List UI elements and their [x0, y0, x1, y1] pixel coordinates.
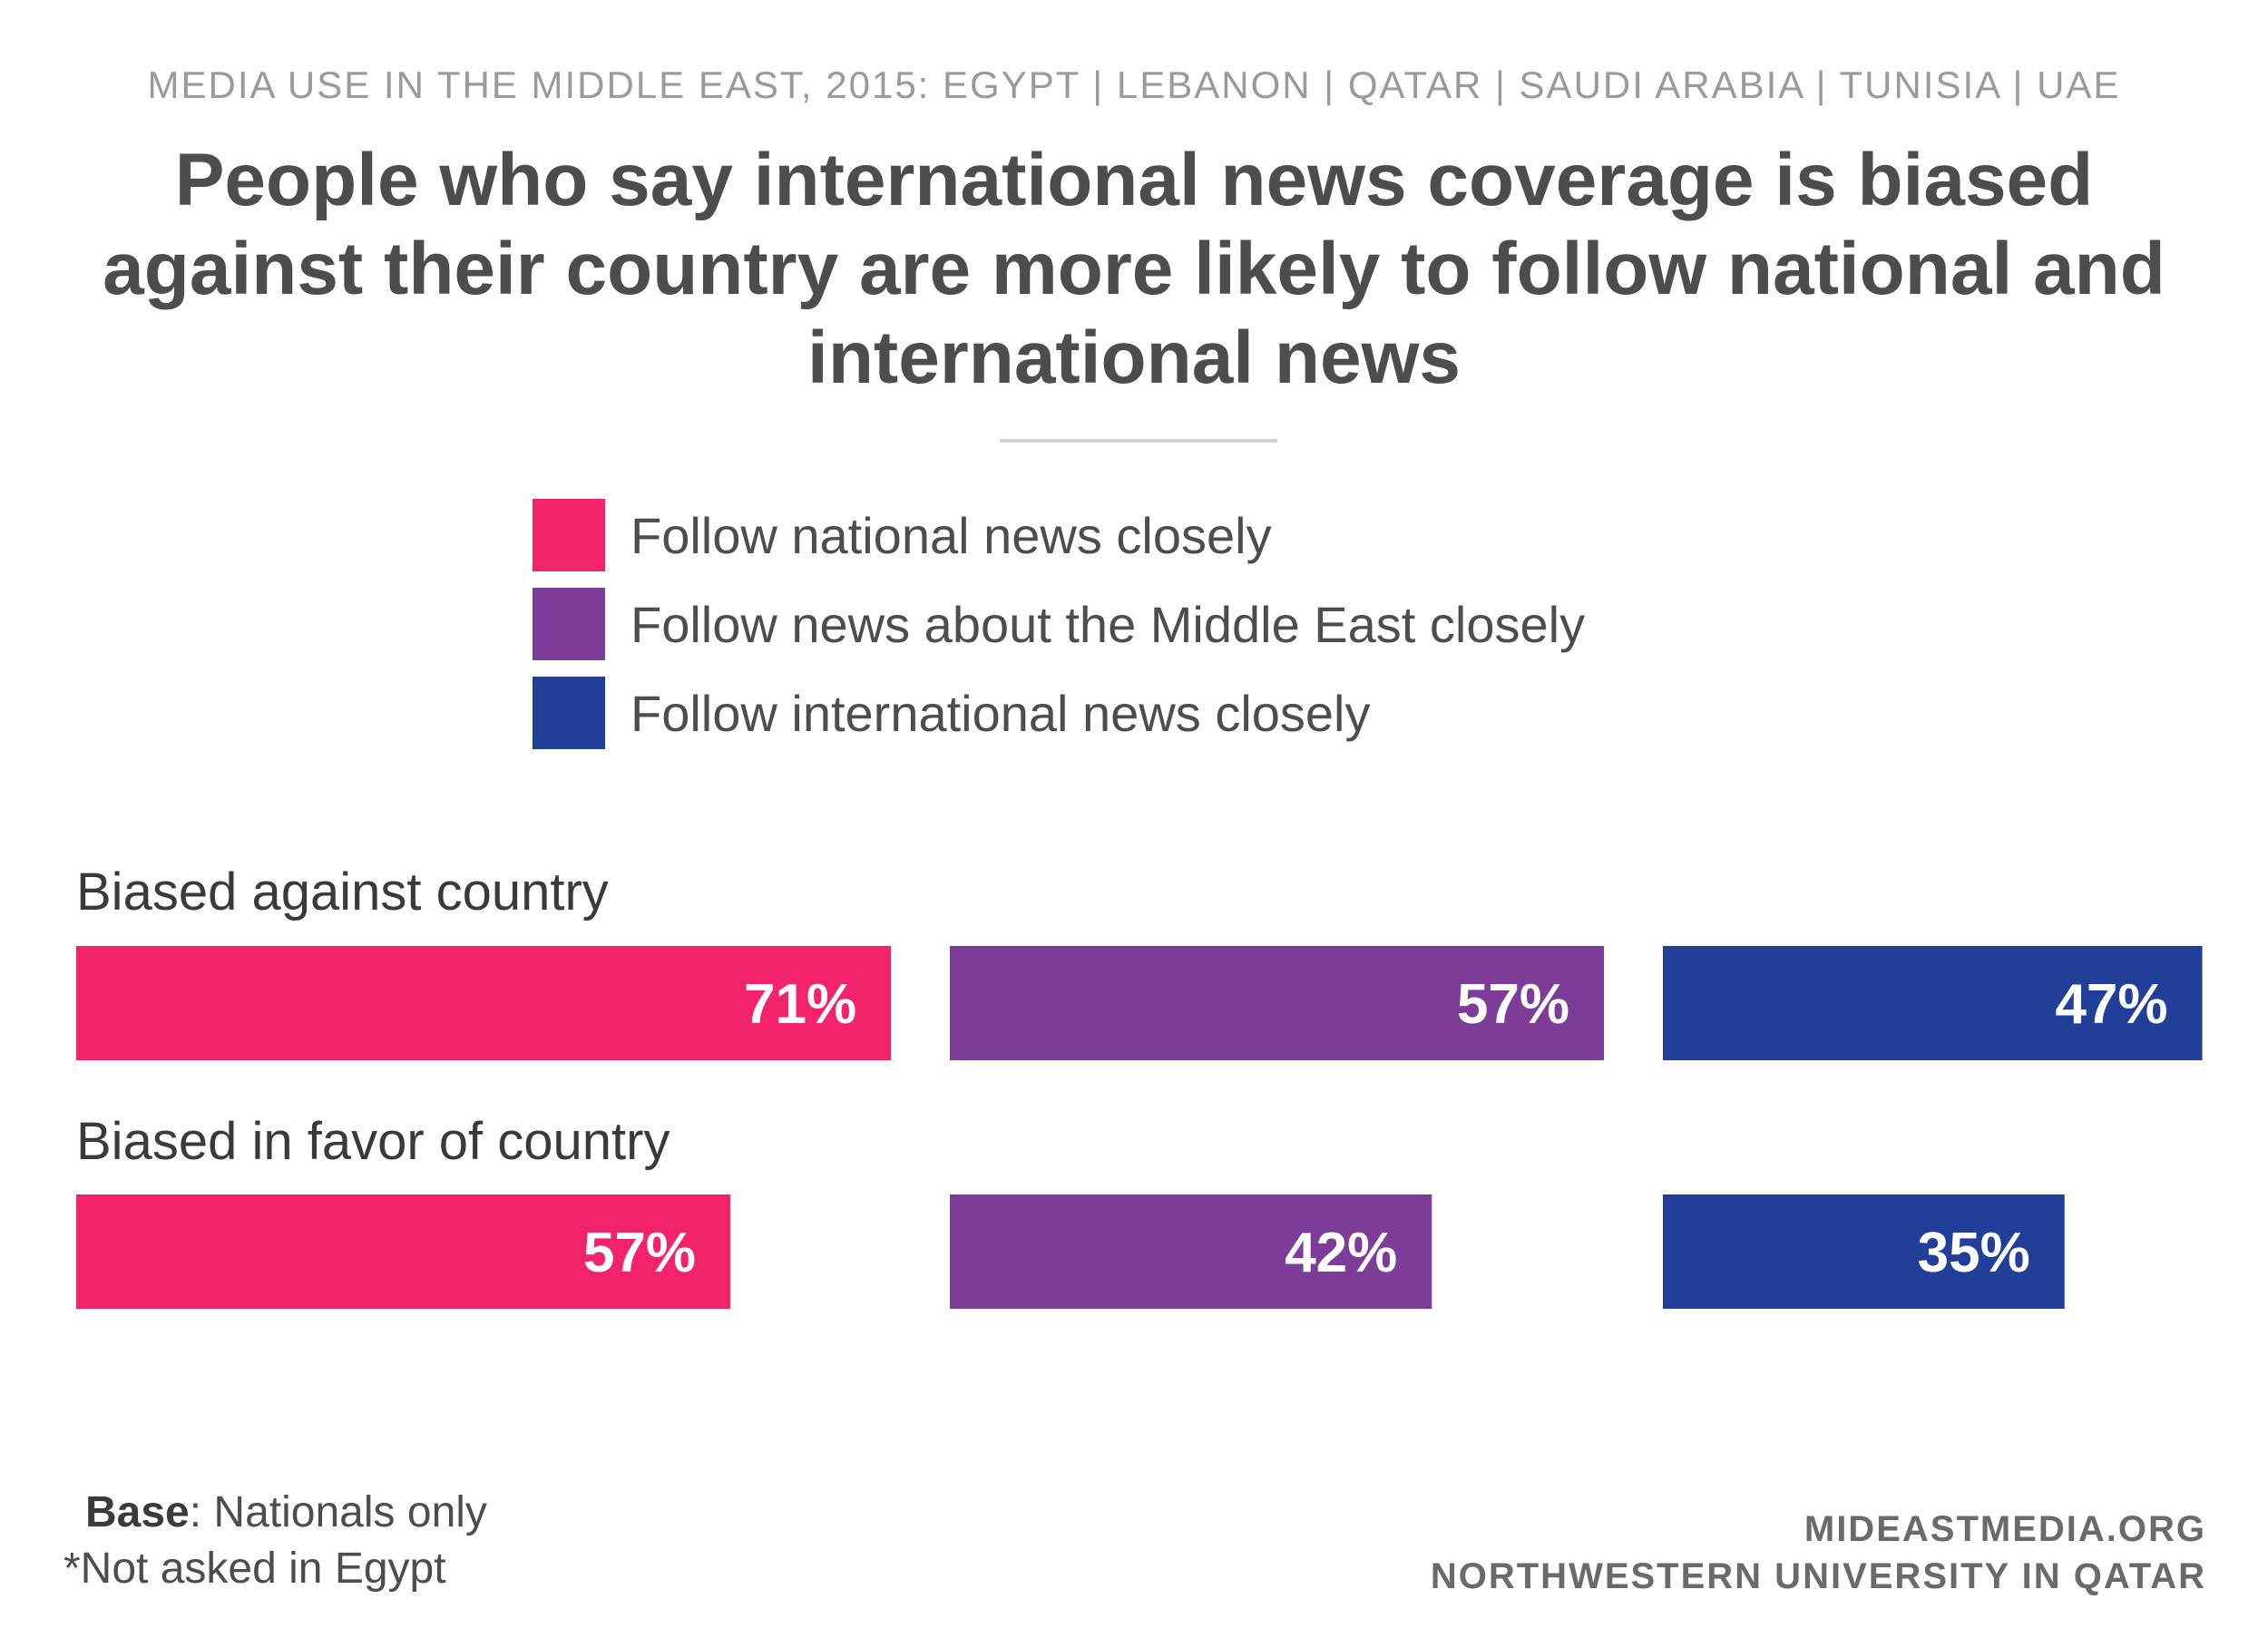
legend-swatch-middle-east — [533, 588, 605, 660]
legend-swatch-international — [533, 677, 605, 749]
group-label-biased-in-favor: Biased in favor of country — [76, 1112, 670, 1171]
chart-supertitle: MEDIA USE IN THE MIDDLE EAST, 2015: EGYP… — [147, 63, 2121, 106]
legend-label-national: Follow national news closely — [631, 506, 1272, 564]
legend-item-middle-east: Follow news about the Middle East closel… — [533, 588, 1585, 660]
credit-website: MIDEASTMEDIA.ORG — [1804, 1509, 2206, 1549]
footnote-base: Base: Nationals only — [85, 1487, 487, 1537]
bar-biased-in-favor-international — [1663, 1194, 2065, 1309]
footnote-base-text: : Nationals only — [189, 1488, 487, 1536]
bar-value-biased-against-national: 71% — [744, 973, 856, 1036]
bar-value-biased-in-favor-international: 35% — [1918, 1222, 2030, 1284]
bar-biased-against-national — [76, 946, 892, 1060]
legend-item-international: Follow international news closely — [533, 677, 1371, 749]
footnote-egypt: *Not asked in Egypt — [64, 1545, 446, 1593]
title-divider — [1000, 439, 1277, 443]
legend-item-national: Follow national news closely — [533, 499, 1272, 571]
bar-biased-in-favor-national — [76, 1194, 731, 1309]
legend-label-middle-east: Follow news about the Middle East closel… — [631, 595, 1586, 653]
legend-label-international: Follow international news closely — [631, 684, 1371, 742]
bar-biased-against-international — [1663, 946, 2203, 1060]
group-label-biased-against: Biased against country — [76, 863, 609, 921]
credit-university: NORTHWESTERN UNIVERSITY IN QATAR — [1430, 1556, 2206, 1596]
bar-biased-in-favor-middle-east — [950, 1194, 1432, 1309]
bar-value-biased-in-favor-middle-east: 42% — [1285, 1222, 1397, 1284]
legend-swatch-national — [533, 499, 605, 571]
bar-biased-against-middle-east — [950, 946, 1605, 1060]
bar-value-biased-in-favor-national: 57% — [583, 1222, 696, 1284]
bar-value-biased-against-international: 47% — [2055, 973, 2167, 1036]
footnote-base-label: Base — [85, 1488, 190, 1536]
bar-value-biased-against-middle-east: 57% — [1457, 973, 1569, 1036]
chart-title: People who say international news covera… — [103, 139, 2165, 399]
